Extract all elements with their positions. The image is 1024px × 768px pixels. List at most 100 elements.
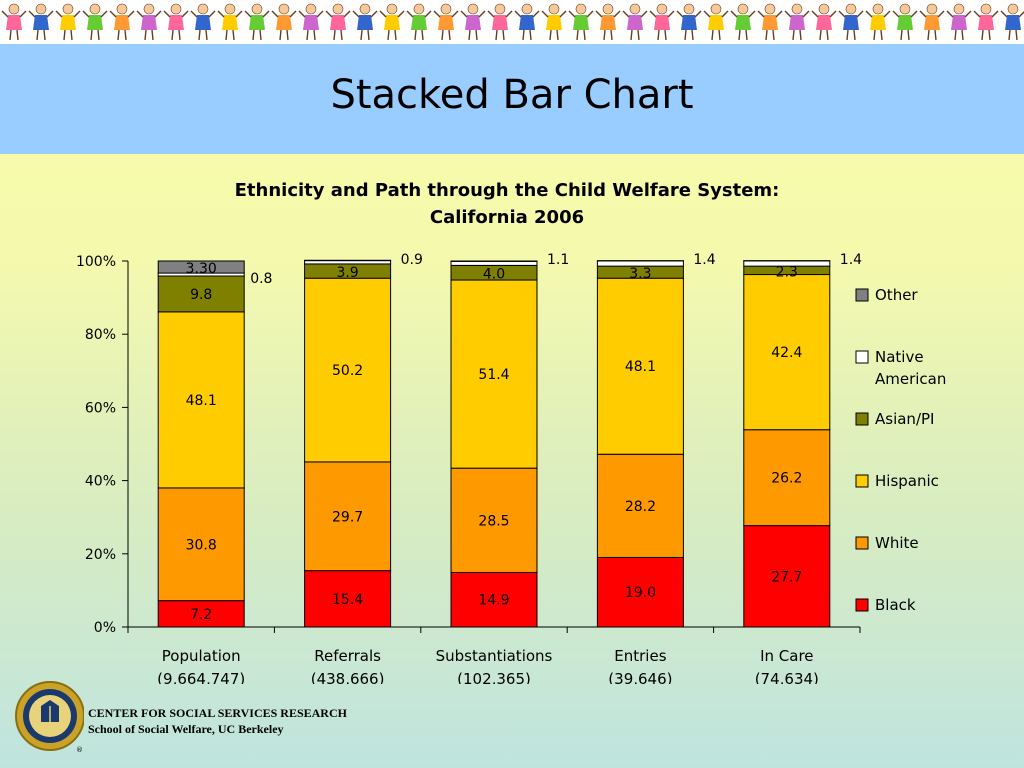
y-tick-label: 60% [85, 400, 116, 416]
bar-segment [157, 275, 245, 313]
legend-label: White [875, 534, 919, 552]
x-category-label: Substantiations [436, 647, 553, 665]
y-tick-label: 40% [85, 474, 116, 490]
data-label: 7.2 [190, 607, 212, 623]
bar-segment [596, 453, 684, 558]
kid-figure [82, 3, 108, 41]
bar-segment [157, 311, 245, 489]
kid-figure [1, 3, 27, 41]
footer: ® CENTER FOR SOCIAL SERVICES RESEARCH Sc… [14, 680, 434, 760]
kid-figure [109, 3, 135, 41]
x-category-count: (9,664,747) [157, 670, 245, 684]
legend-swatch [855, 536, 869, 550]
bar-segment [743, 429, 831, 527]
kid-figure [838, 3, 864, 41]
kid-figure [811, 3, 837, 41]
kid-figure [433, 3, 459, 41]
legend-swatch [855, 350, 869, 364]
kid-figure [406, 3, 432, 41]
kid-figure [298, 3, 324, 41]
bar-segment [743, 274, 831, 431]
x-category-count: (39,646) [608, 670, 672, 684]
bar-segment [596, 277, 684, 455]
kid-figure [190, 3, 216, 41]
chart-title: Ethnicity and Path through the Child Wel… [235, 180, 780, 201]
y-tick-label: 100% [76, 254, 116, 270]
legend-swatch [855, 412, 869, 426]
bar-segment [450, 571, 538, 628]
kid-figure [784, 3, 810, 41]
bar-segment [304, 570, 392, 628]
kid-figure [568, 3, 594, 41]
kid-figure [271, 3, 297, 41]
bar-segment [304, 461, 392, 572]
legend-label: Native [875, 348, 924, 366]
bar-segment [743, 525, 831, 628]
kid-figure [541, 3, 567, 41]
kid-figure [379, 3, 405, 41]
kid-figure [946, 3, 972, 41]
kid-figure [595, 3, 621, 41]
kid-figure [460, 3, 486, 41]
kid-figure [730, 3, 756, 41]
kid-figure [514, 3, 540, 41]
kids-banner [0, 0, 1024, 44]
bar-segment [743, 260, 831, 267]
kid-figure [757, 3, 783, 41]
x-category-label: In Care [760, 647, 813, 665]
legend-swatch [855, 598, 869, 612]
y-tick-label: 80% [85, 327, 116, 343]
bar-segment [157, 600, 245, 628]
svg-text:®: ® [76, 746, 83, 754]
bar-segment [304, 277, 392, 463]
legend: Other Native American Asian/PI Hispanic White… [855, 286, 946, 614]
data-label: 1.1 [547, 252, 569, 268]
data-label: 3.3 [629, 266, 651, 282]
title-band [0, 44, 1024, 154]
data-label: 1.4 [840, 252, 862, 268]
data-label: 3.9 [336, 265, 358, 281]
plot-area: 0% 20% 40% 60% 80% 100% 7.2 30.8 48.1 9.8 0.8 3.30 P… [76, 252, 862, 684]
footer-org: CENTER FOR SOCIAL SERVICES RESEARCH [88, 706, 347, 720]
data-label: 19.0 [625, 585, 656, 601]
kid-figure [865, 3, 891, 41]
data-label: 14.9 [478, 593, 509, 609]
legend-label: Asian/PI [875, 410, 934, 428]
slide-title: Stacked Bar Chart [330, 72, 694, 118]
legend-label: Hispanic [875, 472, 939, 490]
legend-label: Other [875, 286, 918, 304]
legend-label: American [875, 370, 946, 388]
data-label: 1.4 [693, 252, 715, 268]
x-category-count: (102,365) [457, 670, 531, 684]
bar-segment [157, 260, 245, 274]
stacked-bar-chart: Ethnicity and Path through the Child Wel… [76, 180, 946, 684]
data-label: 15.4 [332, 592, 363, 608]
x-category-count: (74,634) [755, 670, 819, 684]
data-label: 2.3 [776, 264, 798, 280]
kid-figure [1000, 3, 1024, 41]
x-category-count: (438,666) [311, 670, 385, 684]
legend-swatch [855, 474, 869, 488]
kid-figure [676, 3, 702, 41]
data-label: 48.1 [625, 359, 656, 375]
kids-banner-art [1, 3, 1024, 41]
y-tick-label: 20% [85, 547, 116, 563]
kid-figure [487, 3, 513, 41]
data-label: 50.2 [332, 363, 363, 379]
data-label: 4.0 [483, 267, 505, 283]
kid-figure [352, 3, 378, 41]
footer-school: School of Social Welfare, UC Berkeley [88, 722, 284, 736]
x-category-label: Referrals [314, 647, 381, 665]
chart-subtitle: California 2006 [430, 207, 584, 228]
kid-figure [244, 3, 270, 41]
bar-segment [596, 260, 684, 267]
data-label: 48.1 [186, 393, 217, 409]
kid-figure [28, 3, 54, 41]
data-label: 9.8 [190, 287, 212, 303]
data-label: 27.7 [771, 569, 802, 585]
data-label: 51.4 [478, 367, 509, 383]
kid-figure [622, 3, 648, 41]
uc-seal-logo: ® [15, 681, 85, 754]
kid-figure [325, 3, 351, 41]
data-label: 28.5 [478, 513, 509, 529]
